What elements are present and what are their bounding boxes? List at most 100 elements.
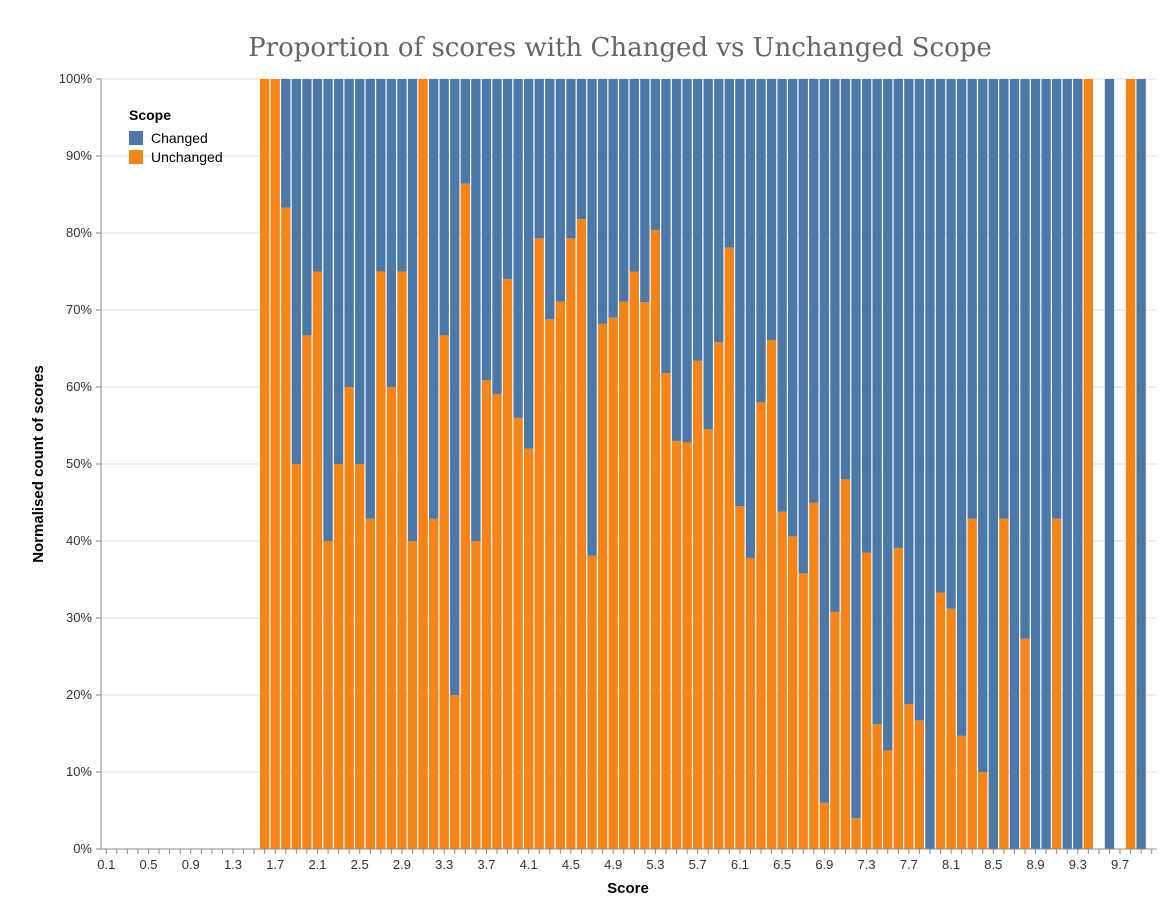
x-tick-label: 8.9 — [1027, 857, 1045, 872]
bar-changed — [534, 79, 544, 239]
bar-unchanged — [745, 557, 756, 849]
bar-unchanged — [703, 429, 713, 849]
bar-changed — [323, 79, 333, 541]
bar-changed — [376, 79, 386, 272]
x-tick-label: 1.7 — [266, 857, 284, 872]
x-tick-label: 1.3 — [224, 857, 242, 872]
bar-unchanged — [735, 506, 745, 849]
bar-unchanged — [788, 536, 798, 849]
chart-title: Proportion of scores with Changed vs Unc… — [248, 33, 992, 63]
legend: Scope Changed Unchanged — [129, 107, 223, 165]
x-tick-label: 9.7 — [1111, 857, 1129, 872]
bar-changed — [756, 79, 766, 403]
bar-changed — [555, 79, 566, 302]
bar-unchanged — [904, 704, 914, 849]
y-axis-title: Normalised count of scores — [30, 365, 47, 563]
y-tick-label: 20% — [66, 687, 92, 702]
x-tick-label: 5.3 — [646, 857, 664, 872]
bar-changed — [724, 79, 734, 248]
y-tick-label: 60% — [66, 379, 92, 394]
bar-changed — [492, 79, 502, 394]
bar-changed — [840, 79, 851, 480]
bar-unchanged — [576, 219, 587, 849]
y-axis-ticks: 0% 10% 20% 30% 40% 50% 60% 70% 80% 90% 100% — [59, 71, 101, 856]
bar-changed — [830, 79, 840, 612]
y-tick-label: 100% — [59, 71, 93, 86]
bar-changed — [946, 79, 956, 609]
bar-changed — [365, 79, 375, 519]
bar-changed — [1020, 79, 1030, 639]
x-tick-label: 6.5 — [773, 857, 791, 872]
bar-unchanged — [450, 695, 460, 849]
bar-unchanged — [777, 511, 787, 849]
bar-unchanged — [502, 279, 513, 849]
y-tick-label: 70% — [66, 302, 92, 317]
y-tick-label: 50% — [66, 456, 92, 471]
bar-changed — [587, 79, 597, 556]
bar-unchanged — [386, 387, 397, 849]
bar-unchanged — [281, 207, 291, 850]
bar-unchanged — [798, 573, 808, 849]
x-tick-label: 6.9 — [815, 857, 833, 872]
bar-changed — [819, 79, 830, 803]
bar-unchanged — [893, 547, 903, 849]
bar-changed — [798, 79, 808, 574]
bar-unchanged — [840, 479, 851, 849]
bar-changed — [735, 79, 745, 507]
bar-changed — [809, 79, 819, 503]
bar-changed — [1030, 79, 1041, 849]
x-tick-label: 2.1 — [308, 857, 326, 872]
bar-unchanged — [809, 502, 819, 849]
bar-changed — [291, 79, 302, 464]
bar-unchanged — [766, 340, 777, 849]
bar-unchanged — [1125, 79, 1136, 849]
bar-unchanged — [597, 323, 608, 849]
bar-unchanged — [714, 342, 724, 849]
bar-changed — [745, 79, 756, 558]
y-tick-label: 0% — [73, 841, 92, 856]
bar-changed — [935, 79, 946, 593]
x-tick-label: 7.3 — [858, 857, 876, 872]
bar-changed — [566, 79, 576, 239]
bar-changed — [904, 79, 914, 705]
bar-changed — [851, 79, 861, 819]
bar-changed — [1136, 79, 1146, 849]
bar-unchanged — [344, 387, 354, 849]
bar-changed — [450, 79, 460, 695]
x-tick-label: 3.3 — [435, 857, 453, 872]
bar-unchanged — [333, 464, 344, 849]
bar-unchanged — [629, 271, 639, 849]
bar-changed — [281, 79, 291, 208]
bar-unchanged — [682, 442, 692, 849]
bar-changed — [661, 79, 671, 374]
y-tick-label: 10% — [66, 764, 92, 779]
bar-unchanged — [355, 464, 365, 849]
bar-unchanged — [872, 724, 882, 849]
x-tick-label: 8.1 — [942, 857, 960, 872]
bars — [260, 79, 1146, 850]
x-tick-label: 7.7 — [900, 857, 918, 872]
gridlines — [101, 78, 1157, 850]
bar-unchanged — [650, 229, 661, 850]
bar-changed — [386, 79, 397, 387]
bar-changed — [640, 79, 650, 303]
bar-unchanged — [471, 541, 481, 849]
bar-unchanged — [302, 335, 312, 849]
bar-unchanged — [291, 464, 302, 849]
bar-unchanged — [1052, 518, 1062, 849]
bar-changed — [428, 79, 439, 519]
bar-changed — [1041, 79, 1051, 849]
bar-unchanged — [270, 79, 280, 849]
legend-swatch-changed — [129, 131, 143, 145]
bar-changed — [397, 79, 407, 272]
bar-unchanged — [492, 393, 502, 849]
bar-unchanged — [407, 541, 418, 849]
x-tick-label: 2.9 — [393, 857, 411, 872]
y-tick-label: 40% — [66, 533, 92, 548]
x-axis-title: Score — [607, 880, 649, 897]
bar-changed — [355, 79, 365, 464]
bar-unchanged — [376, 271, 386, 849]
legend-label-unchanged: Unchanged — [151, 149, 223, 165]
bar-changed — [1009, 79, 1020, 849]
